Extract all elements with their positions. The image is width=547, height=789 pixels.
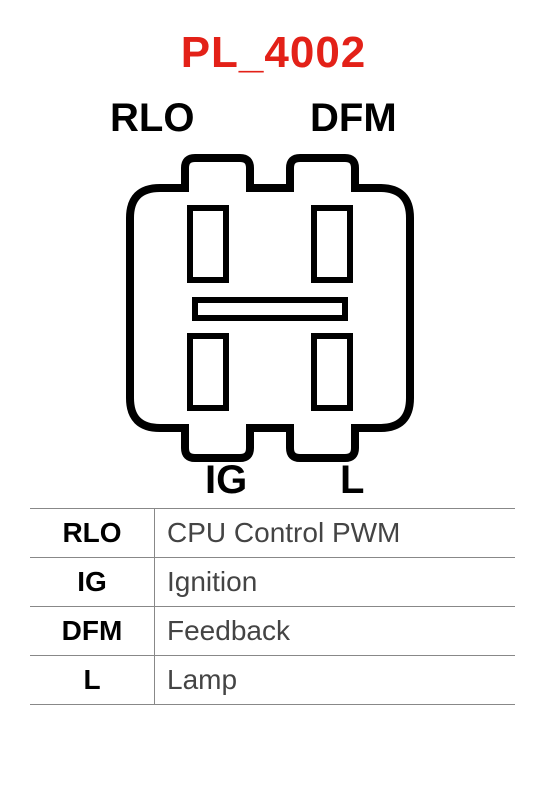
legend-desc: Feedback: [155, 607, 516, 656]
connector-diagram: RLO DFM IG L: [0, 78, 547, 498]
legend-code: IG: [30, 558, 155, 607]
legend-code: RLO: [30, 509, 155, 558]
legend-code: DFM: [30, 607, 155, 656]
legend-code: L: [30, 656, 155, 705]
table-row: DFM Feedback: [30, 607, 515, 656]
legend-desc: CPU Control PWM: [155, 509, 516, 558]
table-row: IG Ignition: [30, 558, 515, 607]
pin-legend-table: RLO CPU Control PWM IG Ignition DFM Feed…: [30, 508, 515, 705]
table-row: RLO CPU Control PWM: [30, 509, 515, 558]
pin-label-dfm: DFM: [310, 96, 397, 141]
table-row: L Lamp: [30, 656, 515, 705]
connector-outline: [120, 148, 420, 468]
legend-desc: Ignition: [155, 558, 516, 607]
pin-label-rlo: RLO: [110, 96, 194, 141]
legend-desc: Lamp: [155, 656, 516, 705]
part-number-title: PL_4002: [0, 28, 547, 78]
